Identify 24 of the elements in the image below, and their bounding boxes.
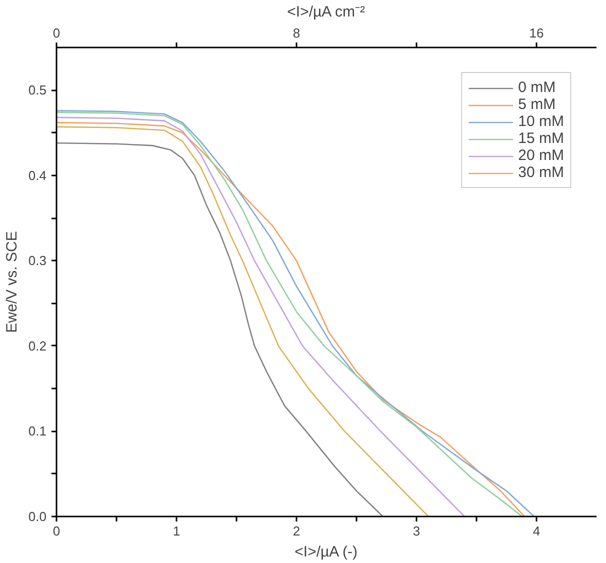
legend-label: 20 mM (518, 147, 564, 164)
y-tick-label: 0.3 (28, 253, 47, 268)
x-tick-label: 4 (532, 524, 540, 538)
line-series (56, 142, 384, 516)
legend-label: 15 mM (518, 130, 564, 147)
x-tick-label: 2 (292, 524, 300, 538)
y-tick-label: 0.0 (28, 509, 47, 524)
y-tick-label: 0.4 (28, 168, 47, 183)
x2-tick-label: 0 (52, 26, 60, 40)
x2-axis-title: <I>/µA cm⁻² (287, 4, 366, 20)
y-tick-label: 0.1 (28, 424, 47, 439)
legend-label: 5 mM (518, 96, 556, 113)
legend-label: 30 mM (518, 164, 564, 181)
x2-tick-label: 16 (529, 26, 544, 40)
x-tick-label: 1 (172, 524, 180, 538)
x-axis-title: <I>/µA (-) (294, 544, 358, 560)
y-tick-label: 0.5 (28, 82, 47, 98)
y-tick-label: 0.2 (28, 338, 47, 354)
legend-label: 10 mM (518, 113, 564, 130)
legend-label: 0 mM (518, 79, 556, 96)
x2-tick-label: 8 (292, 26, 300, 40)
x-tick-label: 3 (412, 524, 420, 538)
x-tick-label: 0 (52, 524, 60, 538)
y-axis-title: Ewe/V vs. SCE (3, 231, 20, 333)
